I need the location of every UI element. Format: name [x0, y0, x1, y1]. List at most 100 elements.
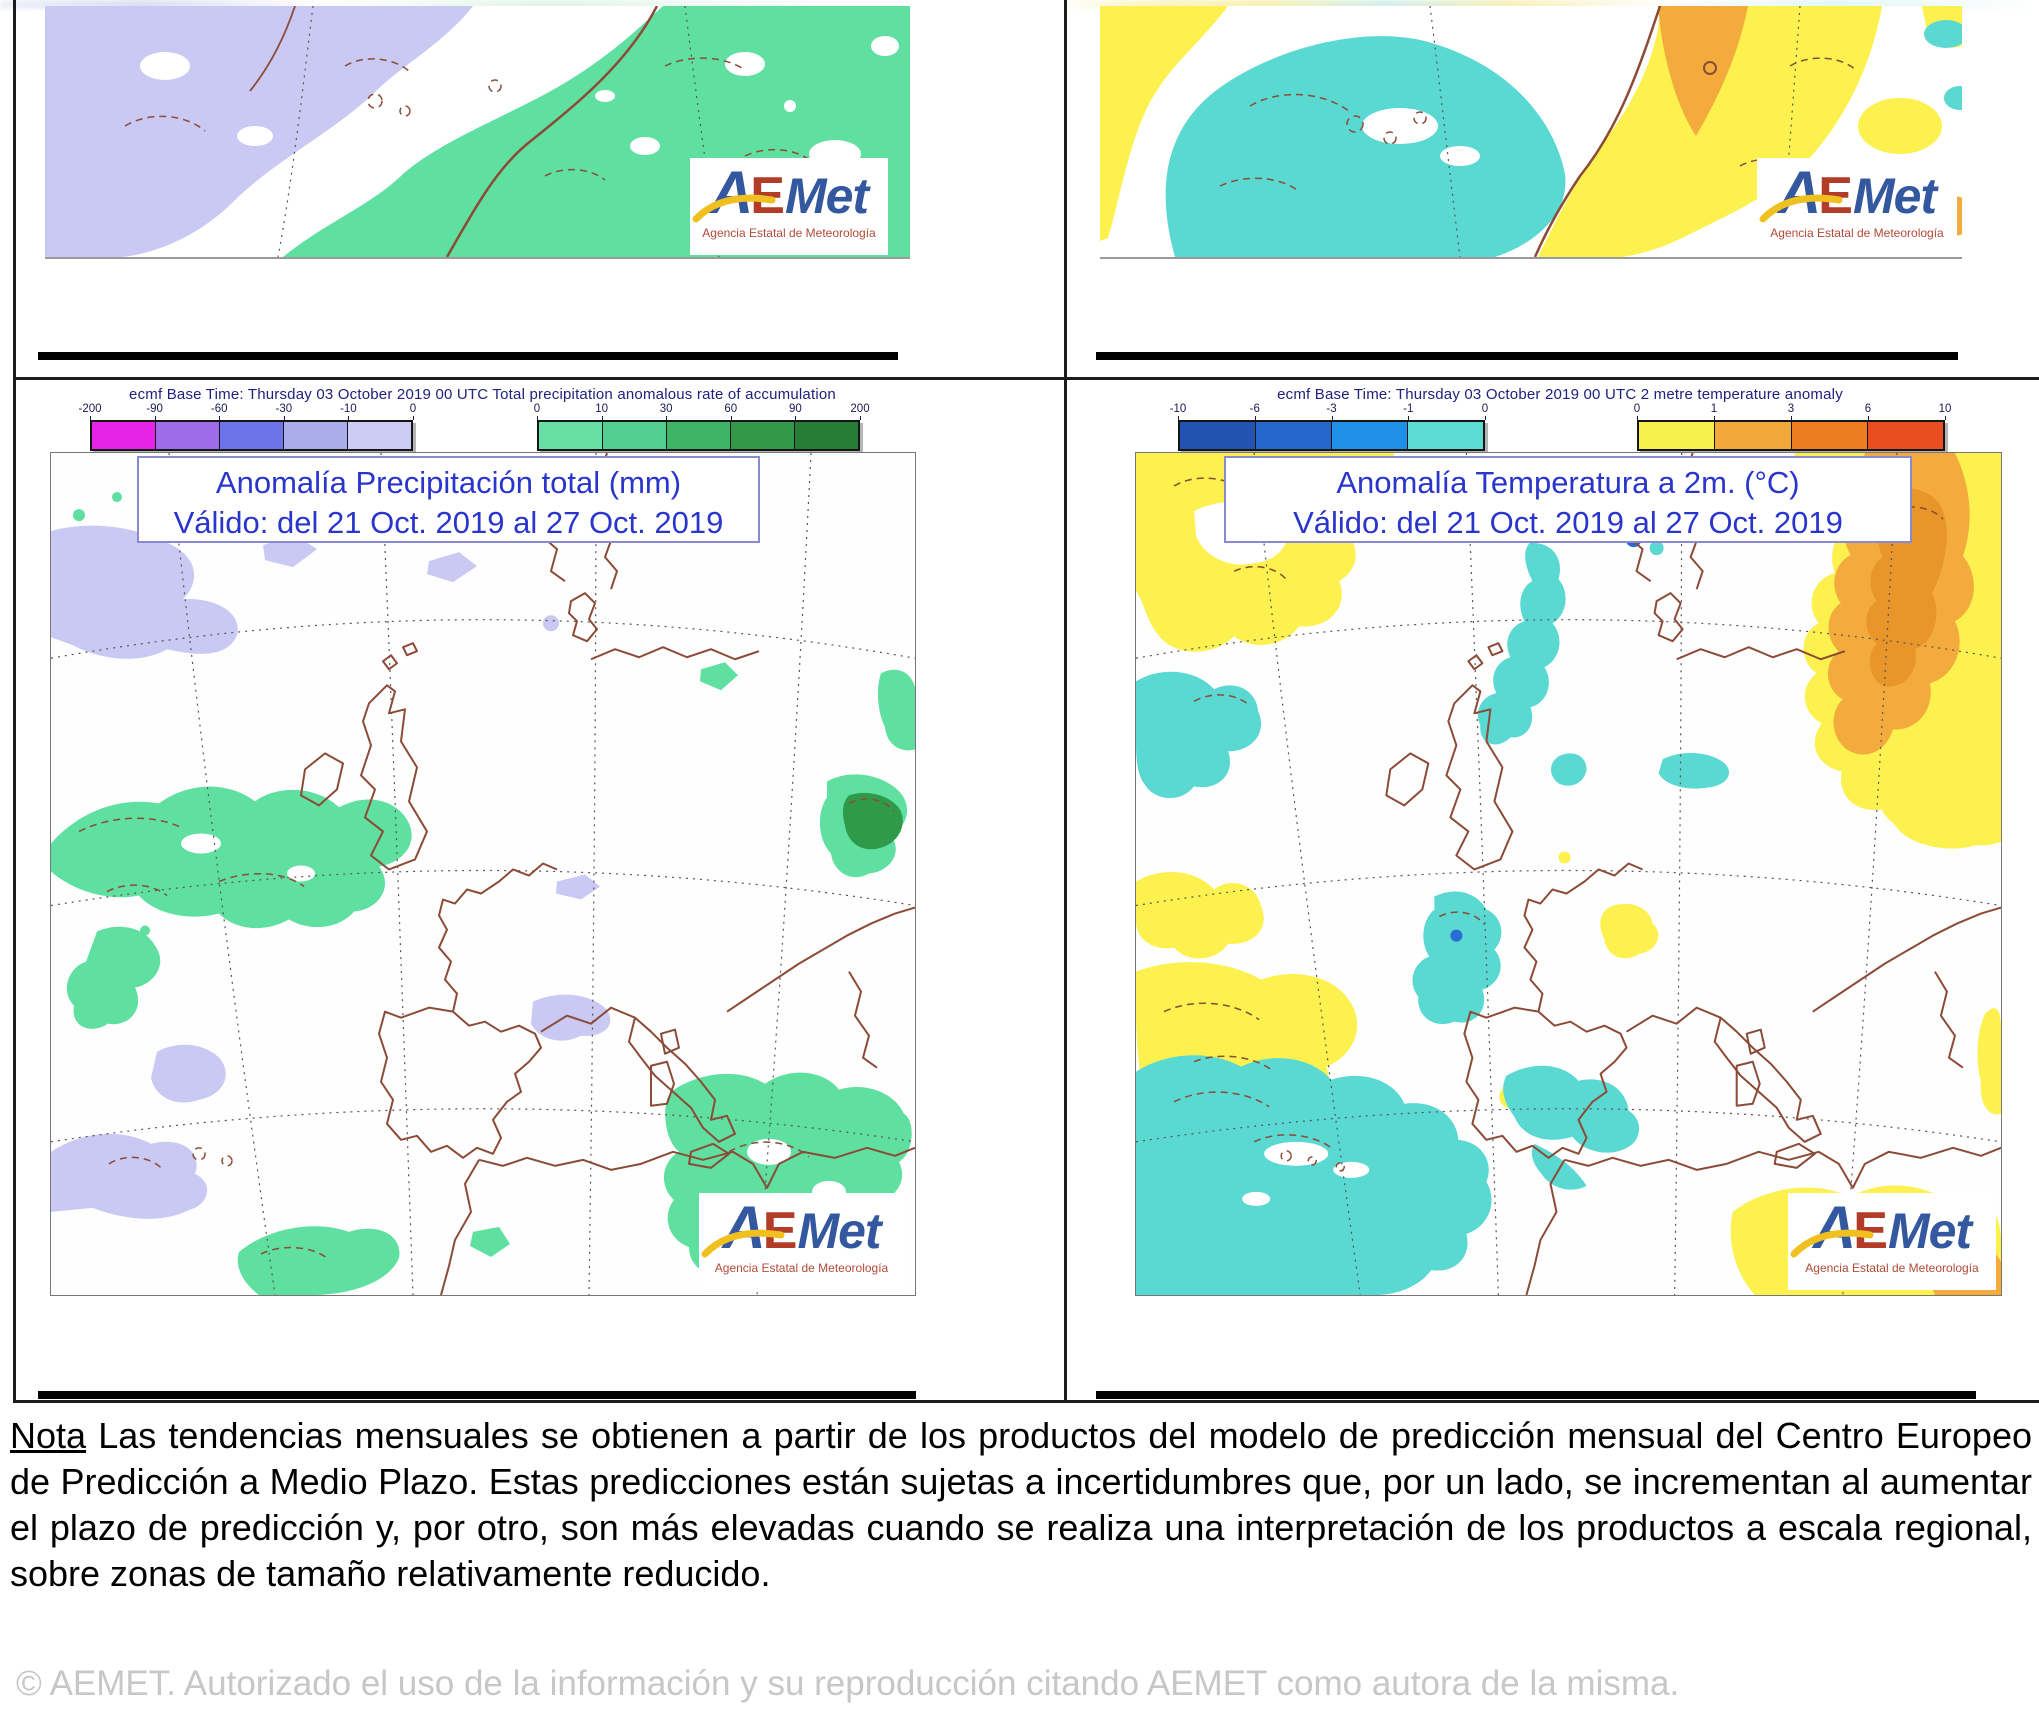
aemet-logo: AEMet Agencia Estatal de Meteorología	[1788, 1193, 1996, 1290]
colorbar-tick-mark	[1254, 416, 1256, 420]
colorbar-tick-label: 10	[1938, 403, 1952, 415]
table-row-divider-top	[13, 377, 2039, 380]
map-temperature-anomaly: Anomalía Temperatura a 2m. (°C) Válido: …	[1135, 452, 2002, 1296]
aemet-wordmark: AEMet	[699, 1193, 904, 1261]
note-paragraph: Nota Las tendencias mensuales se obtiene…	[10, 1413, 2032, 1597]
colorbar-tick-label: -6	[1249, 403, 1260, 415]
colorbar-segment	[1791, 422, 1868, 449]
precip-colorbar-negative: -200 -90 -60 -30 -10 0	[78, 403, 416, 451]
colorbar-tick-mark	[90, 416, 91, 420]
underline-top-left	[38, 352, 898, 360]
colorbar-tick-label: -3	[1326, 403, 1337, 415]
underline-top-right	[1096, 352, 1958, 360]
page-top-edge	[0, 0, 2039, 9]
colorbar-scale	[1178, 420, 1485, 451]
colorbar-tick-mark	[537, 416, 538, 420]
colorbar-segment	[539, 422, 603, 449]
underline-bottom-left	[38, 1391, 916, 1399]
table-row-divider-bottom	[13, 1400, 2039, 1403]
colorbar-segment	[92, 422, 156, 449]
colorbar-segment	[1867, 422, 1943, 449]
aemet-subtitle: Agencia Estatal de Meteorología	[1770, 226, 1944, 240]
colorbar-tick-label: 60	[724, 403, 738, 415]
aemet-swoosh-icon	[692, 194, 776, 223]
colorbar-tick-label: 30	[659, 403, 673, 415]
colorbar-segment	[348, 422, 411, 449]
precip-colorbar-header: ecmf Base Time: Thursday 03 October 2019…	[129, 386, 836, 403]
note-label: Nota	[10, 1415, 87, 1456]
colorbar-tick-label: 3	[1787, 403, 1795, 415]
precip-colorbar-positive: 0 10 30 60 90 200	[533, 403, 870, 451]
note-text: Las tendencias mensuales se obtienen a p…	[10, 1415, 2032, 1594]
aemet-swoosh-icon	[701, 1229, 785, 1258]
colorbar-segment	[795, 422, 858, 449]
colorbar-segment	[667, 422, 731, 449]
map-fragment-precipitation: AEMet Agencia Estatal de Meteorología	[45, 6, 910, 259]
aemet-wordmark: AEMet	[1757, 158, 1957, 226]
temp-contour-lines	[1163, 477, 1944, 1172]
colorbar-tick-label: 90	[788, 403, 802, 415]
colorbar-tick-label: -10	[1169, 403, 1187, 415]
colorbar-segment	[284, 422, 348, 449]
colorbar-tick-mark	[860, 416, 861, 420]
logo-letter-a: A	[709, 159, 753, 226]
colorbar-scale	[1637, 420, 1945, 451]
colorbar-tick-mark	[795, 416, 797, 420]
colorbar-tick-mark	[666, 416, 668, 420]
colorbar-segment	[1180, 422, 1256, 449]
colorbar-tick-mark	[219, 416, 221, 420]
colorbar-tick-mark	[1485, 416, 1486, 420]
colorbar-tick-label: -30	[275, 403, 293, 415]
colorbar-scale	[90, 420, 413, 451]
map-fragment-temperature: AEMet Agencia Estatal de Meteorología	[1100, 6, 1962, 259]
temp-colorbar-negative: -10 -6 -3 -1 0	[1170, 403, 1489, 451]
logo-letter-a: A	[1812, 1194, 1856, 1261]
aemet-logo: AEMet Agencia Estatal de Meteorología	[1757, 158, 1957, 255]
aemet-logo: AEMet Agencia Estatal de Meteorología	[690, 158, 888, 255]
colorbar-segment	[731, 422, 795, 449]
colorbar-tick-label: 1	[1710, 403, 1718, 415]
colorbar-tick-label: 10	[595, 403, 608, 415]
colorbar-segment	[156, 422, 220, 449]
logo-letter-a: A	[1777, 159, 1821, 226]
temp-colorbar-header: ecmf Base Time: Thursday 03 October 2019…	[1277, 386, 1843, 403]
aemet-logo: AEMet Agencia Estatal de Meteorología	[699, 1193, 904, 1290]
colorbar-segment	[603, 422, 667, 449]
logo-letter-a: A	[722, 1194, 765, 1261]
colorbar-tick-label: -200	[78, 403, 102, 415]
colorbar-tick-label: 200	[850, 403, 870, 415]
precip-map-title-box: Anomalía Precipitación total (mm) Válido…	[137, 456, 760, 543]
temp-map-title-box: Anomalía Temperatura a 2m. (°C) Válido: …	[1224, 456, 1912, 543]
logo-letters-met: Met	[797, 1203, 881, 1259]
colorbar-tick-mark	[348, 416, 350, 420]
aemet-subtitle: Agencia Estatal de Meteorología	[702, 226, 876, 240]
temp-colorbar-positive: 0 1 3 6 10	[1634, 403, 1951, 451]
colorbar-tick-label: -60	[210, 403, 228, 415]
colorbar-segment	[1408, 422, 1483, 449]
colorbar-segment	[220, 422, 284, 449]
map-temp-graphic	[1136, 453, 2001, 1295]
aemet-swoosh-icon	[1759, 194, 1843, 223]
colorbar-segment	[1639, 422, 1716, 449]
colorbar-tick-mark	[730, 416, 732, 420]
table-border-left	[13, 0, 16, 1403]
colorbar-tick-label: 0	[533, 403, 541, 415]
colorbar-tick-label: 6	[1864, 403, 1872, 415]
colorbar-tick-label: -10	[340, 403, 357, 415]
colorbar-tick-mark	[1714, 416, 1715, 420]
colorbar-tick-mark	[154, 416, 156, 420]
precip-negative-areas	[51, 525, 611, 1219]
colorbar-segment	[1715, 422, 1792, 449]
aemet-subtitle: Agencia Estatal de Meteorología	[714, 1261, 889, 1275]
colorbar-scale	[537, 420, 860, 451]
colorbar-tick-label: 0	[1481, 403, 1489, 415]
colorbar-tick-mark	[1331, 416, 1333, 420]
colorbar-tick-mark	[1637, 416, 1638, 420]
colorbar-tick-mark	[1868, 416, 1869, 420]
colorbar-tick-mark	[413, 416, 414, 420]
colorbar-segment	[1256, 422, 1332, 449]
temp-cool-areas	[1136, 507, 1730, 1295]
aemet-wordmark: AEMet	[690, 158, 888, 226]
colorbar-tick-mark	[1178, 416, 1179, 420]
